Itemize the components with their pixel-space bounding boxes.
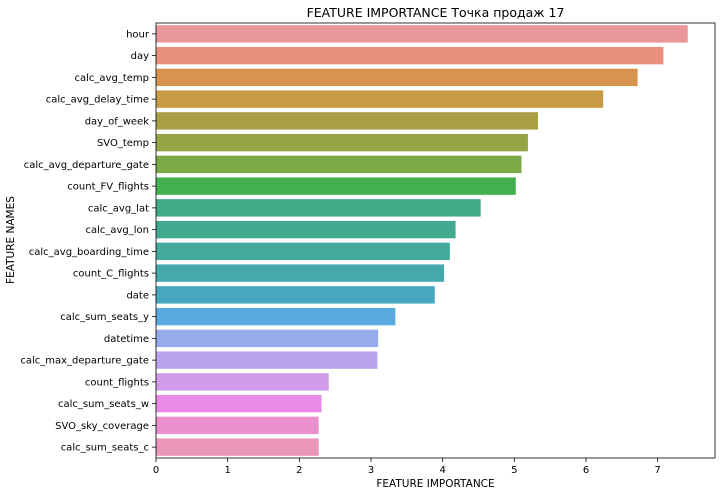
x-tick-label: 7 bbox=[654, 465, 660, 476]
x-tick-label: 0 bbox=[153, 465, 159, 476]
y-tick-label: calc_avg_boarding_time bbox=[29, 247, 149, 258]
y-tick-label: calc_avg_temp bbox=[75, 73, 149, 84]
bar-calc_avg_departure_gate bbox=[156, 155, 522, 174]
y-tick-label: datetime bbox=[104, 334, 149, 345]
bar-day bbox=[156, 46, 664, 65]
bar-calc_avg_delay_time bbox=[156, 90, 604, 108]
y-tick-labels: hour day calc_avg_temp calc_avg_delay_timed… bbox=[20, 29, 156, 454]
bar-calc_avg_lat bbox=[156, 199, 481, 217]
y-tick-label: calc_max_departure_gate bbox=[20, 356, 149, 367]
y-tick-label: calc_avg_lat bbox=[88, 203, 149, 214]
bar-SVO_temp bbox=[156, 133, 528, 152]
bars-group bbox=[156, 25, 688, 456]
y-tick-label: day bbox=[131, 51, 149, 62]
bar-calc_sum_seats_c bbox=[156, 438, 319, 456]
bar-calc_avg_boarding_time bbox=[156, 242, 450, 261]
x-tick-label: 2 bbox=[296, 465, 302, 476]
bar-count_flights bbox=[156, 373, 329, 391]
plot-frame bbox=[155, 22, 716, 459]
bar-calc_sum_seats_y bbox=[156, 307, 396, 326]
x-axis-label: FEATURE IMPORTANCE bbox=[376, 478, 494, 490]
x-tick-label: 5 bbox=[511, 465, 517, 476]
x-ticks: 0 1 2 3 4 5 6 7 bbox=[153, 458, 661, 476]
bar-datetime bbox=[156, 329, 379, 348]
bar-date bbox=[156, 286, 435, 304]
y-tick-label: count_C_flights bbox=[73, 269, 149, 280]
y-tick-label: SVO_sky_coverage bbox=[55, 421, 149, 432]
bar-hour bbox=[156, 25, 688, 43]
y-tick-label: day_of_week bbox=[85, 116, 150, 127]
bar-calc_avg_temp bbox=[156, 68, 638, 87]
bar-count_C_flights bbox=[156, 264, 445, 282]
y-tick-label: calc_sum_seats_y bbox=[60, 312, 149, 323]
bar-calc_sum_seats_w bbox=[156, 394, 322, 413]
y-tick-label: SVO_temp bbox=[97, 138, 149, 149]
bar-SVO_sky_coverage bbox=[156, 416, 319, 435]
y-tick-label: count_FV_flights bbox=[67, 182, 149, 193]
y-tick-label: calc_sum_seats_c bbox=[61, 443, 149, 454]
y-axis-label: FEATURE NAMES bbox=[5, 196, 17, 284]
chart-title: FEATURE IMPORTANCE Точка продаж 17 bbox=[307, 5, 565, 20]
x-tick-label: 4 bbox=[439, 465, 445, 476]
y-tick-label: calc_sum_seats_w bbox=[58, 399, 149, 410]
y-tick-label: calc_avg_departure_gate bbox=[24, 160, 149, 171]
bar-count_FV_flights bbox=[156, 177, 516, 195]
x-tick-label: 1 bbox=[224, 465, 230, 476]
bar-day_of_week bbox=[156, 112, 538, 130]
y-tick-label: count_flights bbox=[85, 377, 149, 388]
x-tick-label: 3 bbox=[368, 465, 374, 476]
y-tick-label: date bbox=[126, 290, 149, 301]
bar-calc_avg_lon bbox=[156, 220, 456, 239]
x-tick-label: 6 bbox=[583, 465, 589, 476]
y-tick-label: calc_avg_delay_time bbox=[46, 95, 149, 106]
bar-calc_max_departure_gate bbox=[156, 351, 378, 369]
y-tick-label: hour bbox=[126, 29, 150, 40]
y-tick-label: calc_avg_lon bbox=[85, 225, 149, 236]
